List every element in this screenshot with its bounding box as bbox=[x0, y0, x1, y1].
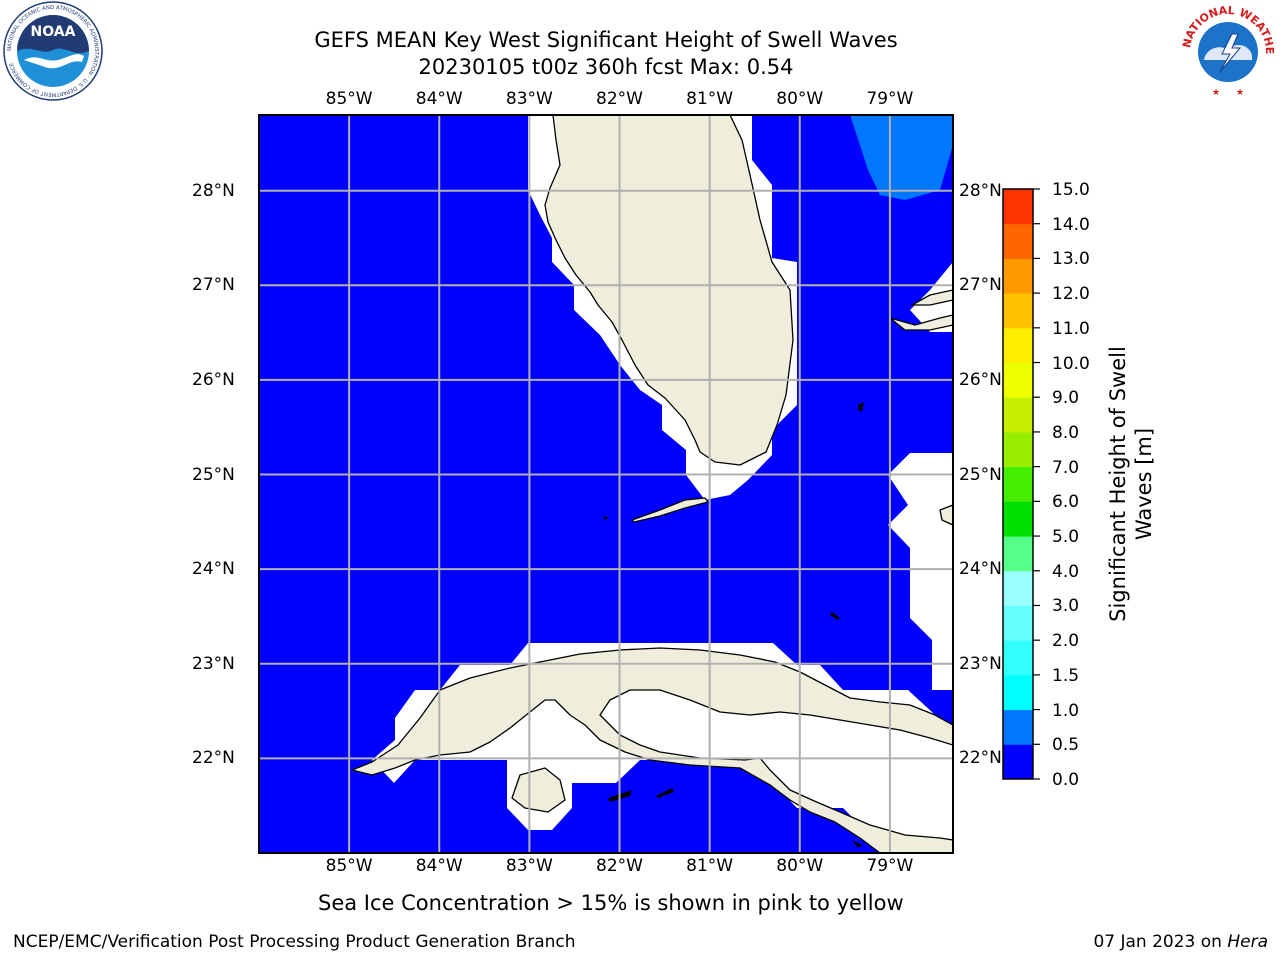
colorbar-tick-label: 1.5 bbox=[1052, 665, 1080, 686]
nws-logo: NATIONAL WEATHER SERVICE ★ ★ bbox=[1176, 0, 1276, 99]
lat-tick-label-right: 23°N bbox=[959, 653, 1002, 674]
gridlines bbox=[259, 115, 953, 853]
colorbar-bin bbox=[1003, 189, 1033, 225]
colorbar-label: Significant Height of Swell Waves [m] bbox=[1105, 304, 1157, 664]
lon-tick-label-top: 85°W bbox=[325, 89, 373, 109]
colorbar-tick-label: 8.0 bbox=[1052, 422, 1080, 443]
colorbar-bin bbox=[1003, 674, 1033, 711]
lat-tick-label-left: 24°N bbox=[192, 559, 235, 580]
lat-tick-label-right: 28°N bbox=[959, 180, 1002, 201]
land bbox=[351, 115, 953, 853]
lat-tick-label-left: 28°N bbox=[192, 180, 235, 201]
svg-text:★: ★ bbox=[1236, 88, 1244, 98]
colorbar-bin bbox=[1003, 258, 1033, 294]
lat-tick-label-right: 24°N bbox=[959, 559, 1002, 580]
colorbar-bin bbox=[1003, 605, 1033, 641]
footer-host: Hera bbox=[1227, 932, 1268, 952]
colorbar-bin bbox=[1003, 570, 1033, 606]
colorbar-tick-label: 11.0 bbox=[1052, 318, 1090, 339]
lon-tick-label-bot: 79°W bbox=[866, 856, 914, 876]
swell-region-0-5 bbox=[850, 115, 953, 200]
lat-tick-label-left: 26°N bbox=[192, 369, 235, 390]
lon-tick-label-bot: 82°W bbox=[596, 856, 643, 876]
lon-tick-label-bot: 81°W bbox=[686, 856, 734, 876]
colorbar-tick-label: 6.0 bbox=[1052, 492, 1080, 513]
lon-tick-label-bot: 84°W bbox=[415, 856, 463, 876]
colorbar-bin bbox=[1003, 223, 1033, 259]
cuba bbox=[351, 647, 953, 853]
colorbar-frame bbox=[1002, 188, 1034, 780]
colorbar-label-line1: Significant Height of Swell bbox=[1106, 346, 1130, 622]
colorbar-tick-label: 15.0 bbox=[1052, 180, 1090, 200]
colorbar-bin bbox=[1003, 327, 1033, 364]
lat-tick-label-left: 22°N bbox=[192, 748, 235, 769]
lat-tick-label-right: 22°N bbox=[959, 748, 1002, 769]
florida bbox=[544, 115, 794, 466]
plot-subtitle: 20230105 t00z 360h fcst Max: 0.54 bbox=[418, 55, 794, 79]
colorbar-tick-label: 5.0 bbox=[1052, 527, 1080, 548]
lon-tick-label-bot: 80°W bbox=[776, 856, 824, 876]
svg-text:★: ★ bbox=[1212, 88, 1220, 98]
isla-juventud bbox=[511, 767, 566, 813]
colorbar-tick-label: 10.0 bbox=[1052, 353, 1090, 374]
colorbar-bin bbox=[1003, 293, 1033, 329]
keys bbox=[631, 497, 709, 523]
plot-title: GEFS MEAN Key West Significant Height of… bbox=[314, 28, 898, 52]
colorbar-bin bbox=[1003, 536, 1033, 572]
noaa-logo-name: NOAA bbox=[31, 24, 76, 40]
lon-tick-label-top: 79°W bbox=[866, 89, 914, 109]
colorbar-tick-label: 9.0 bbox=[1052, 388, 1080, 409]
colorbar-label-line2: Waves [m] bbox=[1132, 427, 1156, 541]
colorbar-bin bbox=[1003, 709, 1033, 745]
colorbar-bin bbox=[1003, 466, 1033, 502]
colorbar-tick-label: 13.0 bbox=[1052, 249, 1090, 270]
lat-tick-label-right: 25°N bbox=[959, 464, 1002, 485]
andros bbox=[939, 504, 953, 526]
lat-tick-label-left: 27°N bbox=[192, 275, 235, 296]
sea-ice-note: Sea Ice Concentration > 15% is shown in … bbox=[318, 891, 904, 915]
lon-tick-label-top: 80°W bbox=[776, 89, 824, 109]
footer-date: 07 Jan 2023 on Hera bbox=[1093, 932, 1268, 952]
bahamas-grand bbox=[889, 314, 953, 331]
footer-date-text: 07 Jan 2023 on bbox=[1093, 932, 1228, 952]
footer-credit: NCEP/EMC/Verification Post Processing Pr… bbox=[13, 932, 576, 952]
colorbar-tick-label: 1.0 bbox=[1052, 700, 1080, 721]
colorbar-bin bbox=[1003, 640, 1033, 676]
lat-tick-label-left: 23°N bbox=[192, 653, 235, 674]
colorbar-tick-label: 12.0 bbox=[1052, 284, 1090, 305]
noaa-logo: NATIONAL OCEANIC AND ATMOSPHERIC ADMINIS… bbox=[3, 1, 103, 101]
lat-tick-label-left: 25°N bbox=[192, 464, 235, 485]
colorbar-tick-label: 2.0 bbox=[1052, 631, 1080, 652]
colorbar-tick-label: 3.0 bbox=[1052, 596, 1080, 617]
lon-tick-label-bot: 85°W bbox=[325, 856, 373, 876]
lat-tick-label-right: 27°N bbox=[959, 275, 1002, 296]
colorbar-tick-label: 7.0 bbox=[1052, 457, 1080, 478]
map-frame bbox=[258, 114, 954, 854]
colorbar-tick-label: 4.0 bbox=[1052, 561, 1080, 582]
lon-tick-label-top: 84°W bbox=[415, 89, 463, 109]
colorbar-bin bbox=[1003, 397, 1033, 433]
lat-tick-label-right: 26°N bbox=[959, 369, 1002, 390]
lon-tick-label-top: 82°W bbox=[596, 89, 643, 109]
colorbar-bin bbox=[1003, 744, 1033, 780]
colorbar-bin bbox=[1003, 501, 1033, 537]
colorbar-tick-label: 0.5 bbox=[1052, 735, 1080, 756]
lon-tick-label-bot: 83°W bbox=[505, 856, 553, 876]
lon-tick-label-top: 83°W bbox=[505, 89, 553, 109]
colorbar-bin bbox=[1003, 362, 1033, 398]
colorbar-bin bbox=[1003, 431, 1033, 468]
lon-tick-label-top: 81°W bbox=[686, 89, 734, 109]
colorbar-tick-label: 0.0 bbox=[1052, 770, 1080, 790]
bahamas-abaco bbox=[911, 289, 953, 306]
colorbar-tick-label: 14.0 bbox=[1052, 214, 1090, 235]
